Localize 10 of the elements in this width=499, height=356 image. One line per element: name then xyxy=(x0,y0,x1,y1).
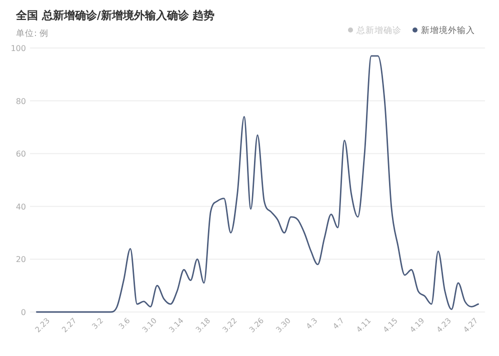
y-tick-label: 20 xyxy=(16,255,26,264)
y-tick-label: 0 xyxy=(20,308,26,317)
line-series xyxy=(36,55,480,313)
y-tick-label: 80 xyxy=(16,96,26,106)
y-tick-label: 100 xyxy=(10,44,26,53)
y-tick-label: 60 xyxy=(16,150,26,159)
y-tick-label: 40 xyxy=(16,202,26,212)
chart-subtitle: 单位: 例 xyxy=(16,28,49,39)
legend-label: 新增境外输入 xyxy=(421,25,475,36)
chart-title: 全国 总新增确诊/新增境外输入确诊 趋势 xyxy=(15,9,215,22)
